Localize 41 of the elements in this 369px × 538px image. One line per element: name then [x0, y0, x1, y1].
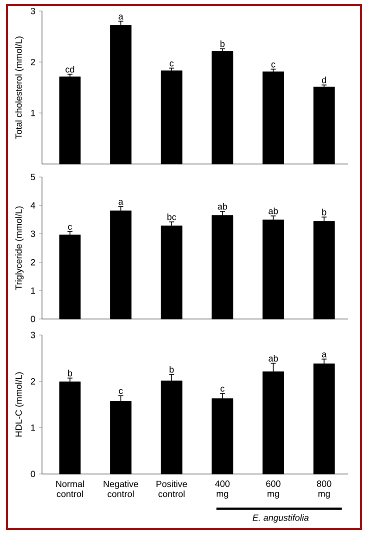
annotation: c: [118, 389, 123, 394]
annotation: b: [322, 208, 326, 216]
annotation: c: [68, 224, 72, 230]
annotation: bc: [167, 214, 176, 220]
annotation: d: [322, 76, 326, 84]
y-tick-label: 1: [31, 424, 36, 431]
y-axis-title: HDL-C (mmol/L): [15, 372, 24, 437]
x-tick-label: 600 mg: [266, 480, 280, 499]
annotation: c: [220, 386, 224, 392]
annotation: a: [322, 352, 327, 358]
y-tick-label: 3: [30, 8, 36, 14]
x-tick-label: Negative control: [104, 480, 138, 498]
annotation: a: [118, 200, 124, 205]
y-tick-label: 2: [30, 259, 36, 266]
annotation: cd: [66, 66, 74, 73]
annotation: b: [68, 370, 72, 376]
y-tick-label: 3: [30, 332, 36, 338]
y-axis-title: Total cholesterol (mmol/L): [15, 36, 24, 139]
y-tick-label: 5: [30, 174, 36, 180]
y-tick-label: 3: [30, 230, 36, 237]
y-tick-label: 2: [30, 378, 36, 384]
y-tick-label: 0: [30, 316, 36, 322]
y-axis-title: Triglyceride (mmol/L): [15, 206, 24, 290]
annotation: b: [220, 40, 225, 48]
y-tick-label: 4: [30, 202, 36, 208]
annotation: c: [271, 62, 276, 68]
x-tick-label: 400 mg: [215, 480, 230, 499]
annotation: c: [170, 61, 174, 66]
y-tick-label: 0: [30, 470, 36, 478]
y-tick-label: 2: [30, 58, 36, 66]
y-tick-label: 1: [31, 110, 36, 116]
y-tick-label: 1: [31, 288, 36, 294]
x-tick-label: Normal control: [56, 480, 84, 498]
annotation: ab: [268, 354, 278, 362]
text: E. angustifolia: [252, 514, 309, 523]
annotation: ab: [218, 203, 228, 210]
x-tick-label: Positive control: [156, 480, 187, 498]
annotation: a: [118, 14, 124, 20]
x-tick-label: 800 mg: [316, 480, 332, 499]
annotation: b: [170, 366, 174, 373]
annotation: ab: [268, 208, 278, 214]
